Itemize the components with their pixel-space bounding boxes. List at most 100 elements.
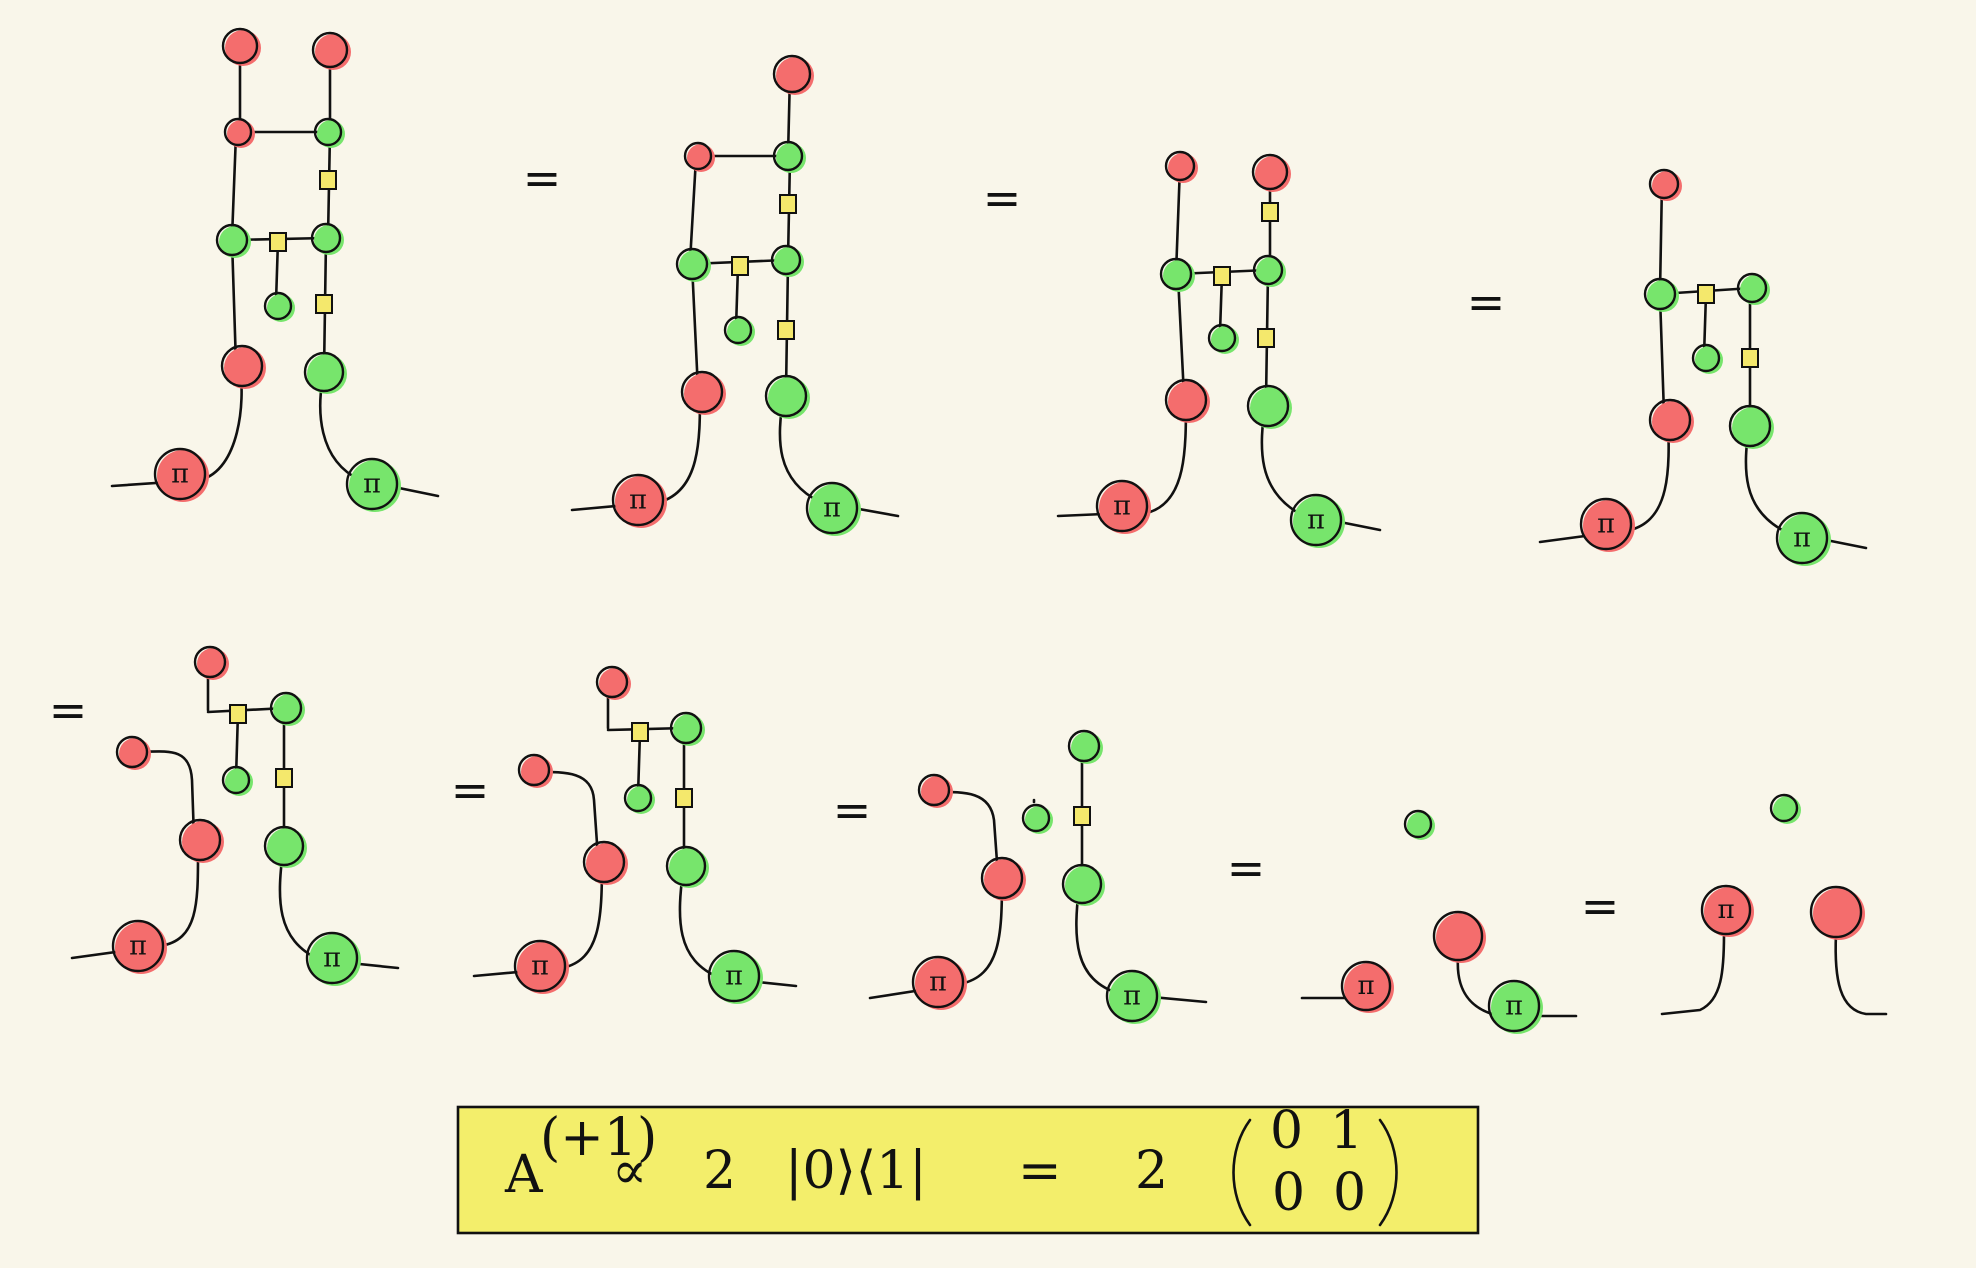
green-spider-outline: [1769, 793, 1799, 823]
green-spider: [665, 845, 709, 888]
red-spider-outline: [178, 818, 222, 862]
red-spider-fill: [684, 373, 726, 415]
red-spider: [178, 818, 224, 863]
green-pi-spider-outline: [1487, 979, 1541, 1033]
red-spider: [220, 344, 266, 389]
pi-phase-label: π: [363, 469, 381, 500]
matrix-left-paren: [1232, 1118, 1252, 1227]
red-pi-spider: π: [111, 919, 167, 974]
wire: [1834, 932, 1888, 1016]
hadamard-box: [319, 170, 337, 190]
wire: [690, 262, 700, 392]
green-pi-spider-fill: [1491, 982, 1543, 1034]
formula-equals: =: [1018, 1141, 1062, 1201]
red-pi-spider: π: [1579, 497, 1635, 552]
green-spider: [310, 222, 344, 255]
equals-sign: =: [1227, 841, 1266, 895]
red-spider: [917, 773, 953, 808]
red-spider: [980, 856, 1026, 901]
red-spider: [595, 665, 631, 700]
equals-sign: =: [833, 783, 872, 837]
pi-phase-label: π: [1717, 895, 1734, 925]
red-pi-spider-fill: [1099, 482, 1151, 534]
red-pi-spider-fill: [615, 476, 667, 528]
green-spider: [263, 291, 295, 322]
green-spider: [1067, 729, 1103, 764]
green-spider-outline: [1643, 277, 1677, 311]
green-spider-outline: [310, 222, 342, 254]
green-spider: [215, 223, 251, 258]
green-spider: [221, 765, 253, 796]
red-spider-outline: [1251, 153, 1289, 191]
red-spider-fill: [1652, 401, 1694, 443]
red-spider-outline: [311, 31, 349, 69]
formula-superscript: (+1): [540, 1108, 657, 1168]
equals-sign: =: [49, 683, 88, 737]
green-pi-spider-outline: [305, 931, 359, 985]
wire: [230, 238, 238, 367]
red-pi-spider-outline: [111, 919, 165, 973]
red-spider: [221, 27, 261, 66]
hadamard-box: [675, 788, 693, 808]
red-pi-spider: π: [153, 447, 209, 502]
green-spider-outline: [764, 374, 808, 418]
green-pi-spider-fill: [309, 934, 361, 986]
red-pi-spider-outline: [911, 955, 965, 1009]
hadamard-box: [1697, 284, 1715, 304]
pi-phase-label: π: [129, 931, 147, 962]
red-pi-spider-outline: [153, 447, 207, 501]
red-spider: [1251, 153, 1291, 192]
green-spider-outline: [1067, 729, 1101, 763]
green-spider-fill: [1065, 866, 1105, 906]
red-pi-spider-fill: [517, 942, 569, 994]
green-spider-outline: [1691, 343, 1721, 373]
hadamard-box: [1257, 328, 1275, 348]
green-pi-spider: π: [305, 931, 361, 986]
formula-ket-bra: |0⟩⟨1|: [785, 1141, 927, 1201]
pi-phase-label: π: [1793, 523, 1811, 554]
green-pi-spider-outline: [345, 457, 399, 511]
red-spider-outline: [680, 370, 724, 414]
red-spider: [1648, 398, 1694, 443]
pi-phase-label: π: [171, 459, 189, 490]
green-spider-outline: [263, 825, 305, 867]
pi-phase-label: π: [629, 485, 647, 516]
green-spider-outline: [675, 247, 709, 281]
green-pi-spider: π: [707, 949, 763, 1004]
green-pi-spider: π: [1775, 511, 1831, 566]
hadamard-box: [275, 768, 293, 788]
red-pi-spider: π: [911, 955, 967, 1010]
red-pi-spider-fill: [1344, 963, 1394, 1013]
green-spider-outline: [772, 140, 804, 172]
green-spider: [1207, 323, 1239, 354]
red-pi-spider-outline: [1579, 497, 1633, 551]
equals-sign: =: [523, 151, 562, 205]
green-spider-outline: [623, 783, 653, 813]
red-spider: [1809, 885, 1865, 940]
hadamard-box: [777, 320, 795, 340]
red-spider-outline: [1164, 378, 1208, 422]
red-spider: [193, 645, 229, 680]
red-pi-spider-outline: [1095, 479, 1149, 533]
green-spider-outline: [665, 845, 707, 887]
red-spider-fill: [1436, 913, 1486, 963]
wire: [1174, 164, 1182, 276]
red-pi-spider-fill: [915, 958, 967, 1010]
green-spider-outline: [1159, 257, 1193, 291]
red-pi-spider-fill: [157, 450, 209, 502]
pi-phase-label: π: [1123, 981, 1141, 1012]
green-spider-outline: [1403, 809, 1433, 839]
pi-phase-label: π: [1597, 509, 1615, 540]
green-spider-fill: [307, 354, 347, 394]
green-spider: [675, 247, 711, 282]
red-spider-fill: [1168, 381, 1210, 423]
red-spider: [1432, 910, 1486, 963]
red-spider: [1164, 378, 1210, 423]
green-pi-spider: π: [1105, 969, 1161, 1024]
red-spider: [680, 370, 726, 415]
pi-phase-label: π: [531, 951, 549, 982]
red-spider-outline: [193, 645, 227, 679]
wire: [230, 132, 238, 240]
red-spider-outline: [221, 27, 259, 65]
